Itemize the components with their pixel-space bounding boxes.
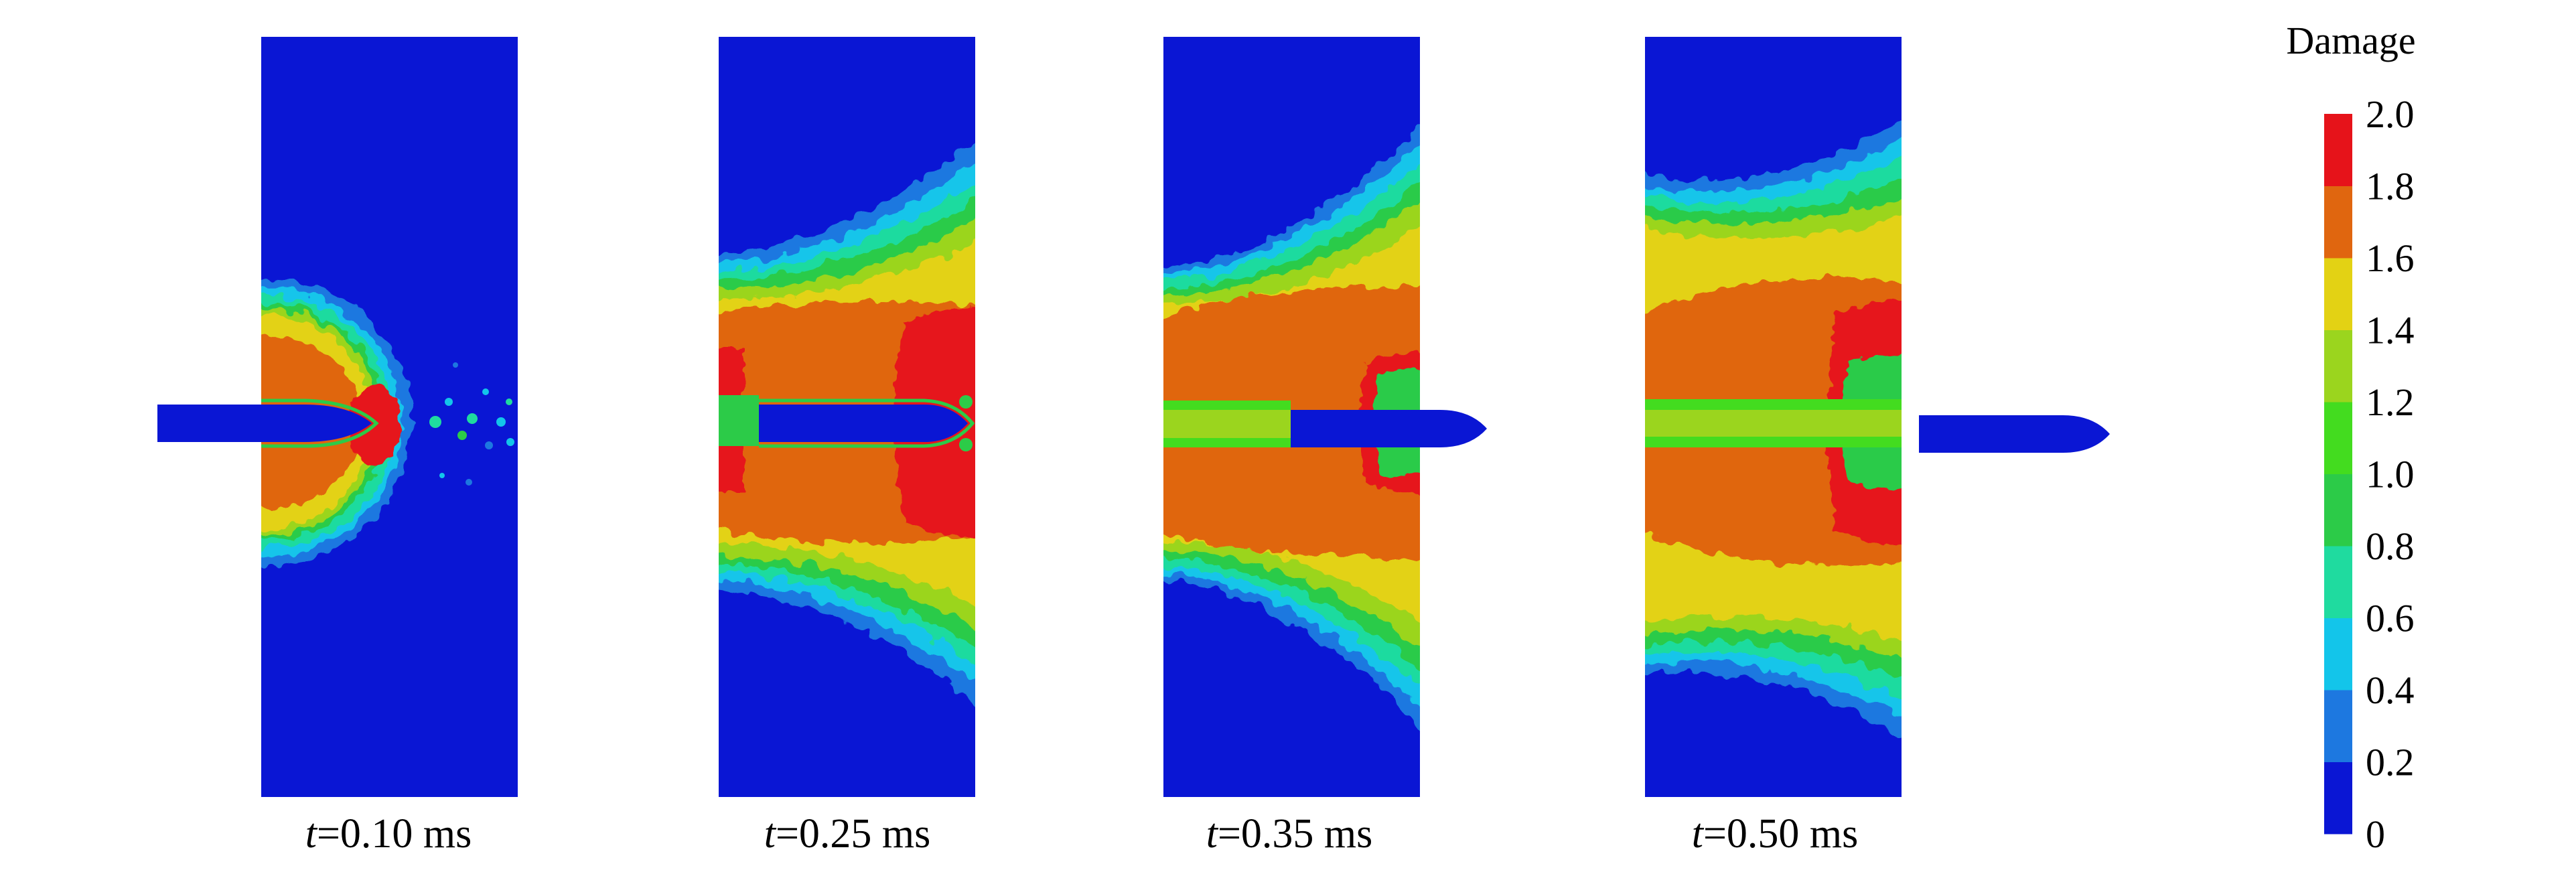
- panel-t-0-35: t=0.35 ms: [1163, 37, 1487, 857]
- panel-caption: t=0.10 ms: [305, 811, 472, 857]
- colorbar-swatch: [2324, 762, 2352, 835]
- colorbar-tick-label: 2.0: [2366, 92, 2415, 136]
- colorbar-swatch: [2324, 690, 2352, 762]
- colorbar-swatch: [2324, 114, 2352, 186]
- colorbar-tick-labels: 2.0 1.8 1.6 1.4 1.2 1.0 0.8 0.6 0.4 0.2 0: [2366, 92, 2415, 856]
- panel-t-0-50: t=0.50 ms: [1645, 37, 2110, 857]
- colorbar-tick-label: 0.2: [2366, 741, 2415, 784]
- colorbar-swatch: [2324, 330, 2352, 403]
- colorbar-tick-label: 1.2: [2366, 380, 2415, 424]
- damage-zone: [261, 278, 514, 566]
- colorbar-swatches: [2324, 114, 2352, 835]
- colorbar-tick-label: 0: [2366, 812, 2385, 856]
- projectile: [1291, 410, 1487, 447]
- channel-texture: [1645, 410, 1902, 437]
- colorbar-tick-label: 0.4: [2366, 668, 2415, 712]
- projectile: [759, 405, 968, 442]
- projectile-halo: [759, 398, 975, 448]
- panel-caption: t=0.50 ms: [1692, 811, 1859, 857]
- exit-damage-spot: [959, 438, 973, 451]
- colorbar-swatch: [2324, 258, 2352, 330]
- colorbar-tick-label: 1.8: [2366, 165, 2415, 208]
- colorbar-swatch: [2324, 402, 2352, 474]
- colorbar-swatch: [2324, 618, 2352, 691]
- panel-t-0-10: t=0.10 ms: [157, 37, 518, 857]
- panel-caption: t=0.25 ms: [764, 811, 931, 857]
- colorbar-tick-label: 1.4: [2366, 309, 2415, 352]
- damage-speckles: [429, 362, 514, 486]
- colorbar-swatch: [2324, 546, 2352, 618]
- colorbar: Damage 2.0 1.8 1.6 1.4 1.2 1.0 0.8 0.6 0.4 0.2 0: [2286, 19, 2415, 856]
- channel-texture: [1163, 410, 1291, 438]
- panel-t-0-25: t=0.25 ms: [719, 37, 975, 857]
- colorbar-tick-label: 0.8: [2366, 524, 2415, 568]
- colorbar-tick-label: 1.0: [2366, 453, 2415, 496]
- colorbar-title: Damage: [2286, 19, 2415, 62]
- projectile: [1919, 415, 2110, 453]
- projectile: [157, 405, 372, 442]
- colorbar-tick-label: 1.6: [2366, 236, 2415, 280]
- projectile-halo: [261, 398, 379, 448]
- colorbar-tick-label: 0.6: [2366, 597, 2415, 640]
- colorbar-swatch: [2324, 186, 2352, 259]
- exit-damage-spot: [959, 395, 973, 409]
- channel-texture: [719, 395, 759, 446]
- panel-caption: t=0.35 ms: [1206, 811, 1373, 857]
- colorbar-swatch: [2324, 474, 2352, 547]
